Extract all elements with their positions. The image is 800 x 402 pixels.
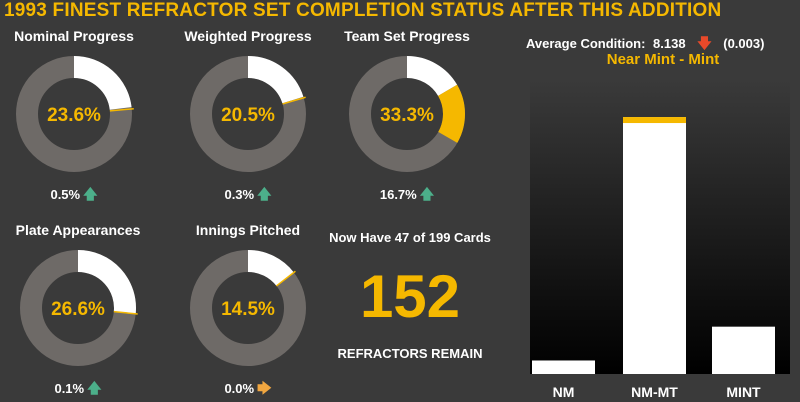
delta-value: 0.3% <box>224 187 255 202</box>
x-tick-label: NM <box>553 384 575 400</box>
condition-bar-chart: NM NM-MT MINT <box>530 80 790 400</box>
donut-delta: 0.0% 🡆 <box>168 378 328 402</box>
donut-value: 23.6% <box>47 105 101 126</box>
x-tick-label: NM-MT <box>631 384 678 400</box>
donut-delta: 0.3% 🡅 <box>168 184 328 208</box>
donut-plate-appearances: Plate Appearances 26.6% 0.1% 🡅 <box>0 222 158 402</box>
donut-chart: 20.5% <box>190 56 306 172</box>
donut-team-set-progress: Team Set Progress 33.3% 16.7% 🡅 <box>327 28 487 208</box>
donut-value: 14.5% <box>221 299 275 320</box>
average-condition-value: 8.138 <box>653 36 686 51</box>
delta-value: 0.1% <box>54 381 85 396</box>
donut-value: 33.3% <box>380 105 434 126</box>
donut-remaining-arc <box>77 250 136 314</box>
page-title: 1993 FINEST REFRACTOR SET COMPLETION STA… <box>4 0 722 21</box>
condition-grade: Near Mint - Mint <box>606 51 720 68</box>
donut-label: Nominal Progress <box>14 28 134 44</box>
bar-nm <box>532 360 595 374</box>
donut-label: Plate Appearances <box>15 222 141 238</box>
donut-chart: 33.3% <box>349 56 465 172</box>
donut-nominal-progress: Nominal Progress 23.6% 0.5% 🡅 <box>0 28 154 208</box>
donut-innings-pitched: Innings Pitched 14.5% 0.0% 🡆 <box>168 222 328 402</box>
donut-remaining-arc <box>406 56 458 97</box>
donut-progress-arc <box>113 310 138 315</box>
average-condition-change: (0.003) <box>723 36 765 51</box>
donut-label: Weighted Progress <box>184 28 312 44</box>
arrow-down-icon: 🡇 <box>697 35 712 51</box>
refractors-remaining-count: 152 <box>359 263 461 330</box>
donut-progress-arc <box>275 270 296 287</box>
bar-mint <box>712 326 775 374</box>
donut-remaining-arc <box>247 56 304 104</box>
donut-value: 20.5% <box>221 105 275 126</box>
trend-arrow-icon: 🡅 <box>257 186 272 202</box>
delta-value: 16.7% <box>379 187 417 202</box>
donut-delta: 16.7% 🡅 <box>327 184 487 208</box>
average-condition: Average Condition: 8.138 🡇 (0.003) <box>526 33 800 57</box>
donut-remaining-arc <box>247 250 294 287</box>
donut-remaining-arc <box>73 56 132 111</box>
donut-chart: 14.5% <box>190 250 306 366</box>
bar-highlight-cap <box>623 117 686 124</box>
delta-value: 0.5% <box>50 187 81 202</box>
donut-label: Team Set Progress <box>344 28 470 44</box>
trend-arrow-icon: 🡆 <box>257 380 272 396</box>
donut-weighted-progress: Weighted Progress 20.5% 0.3% 🡅 <box>168 28 328 208</box>
trend-arrow-icon: 🡅 <box>419 186 435 202</box>
donut-progress-arc <box>282 96 306 105</box>
donut-value: 26.6% <box>51 299 105 320</box>
donut-delta: 0.5% 🡅 <box>0 184 154 208</box>
trend-arrow-icon: 🡅 <box>83 186 98 202</box>
x-tick-label: MINT <box>726 384 761 400</box>
trend-arrow-icon: 🡅 <box>87 380 102 396</box>
donut-chart: 26.6% <box>20 250 138 366</box>
refractors-remaining-label: REFRACTORS REMAIN <box>337 346 483 361</box>
donut-progress-arc <box>109 107 134 112</box>
donut-progress-arc <box>437 84 465 143</box>
delta-value: 0.0% <box>224 381 255 396</box>
average-condition-label: Average Condition: <box>526 36 646 51</box>
donut-chart: 23.6% <box>16 56 134 172</box>
bar-nm-mt <box>623 117 686 374</box>
donut-label: Innings Pitched <box>195 222 301 238</box>
cards-owned-summary: Now Have 47 of 199 Cards <box>329 230 491 245</box>
donut-delta: 0.1% 🡅 <box>0 378 158 402</box>
